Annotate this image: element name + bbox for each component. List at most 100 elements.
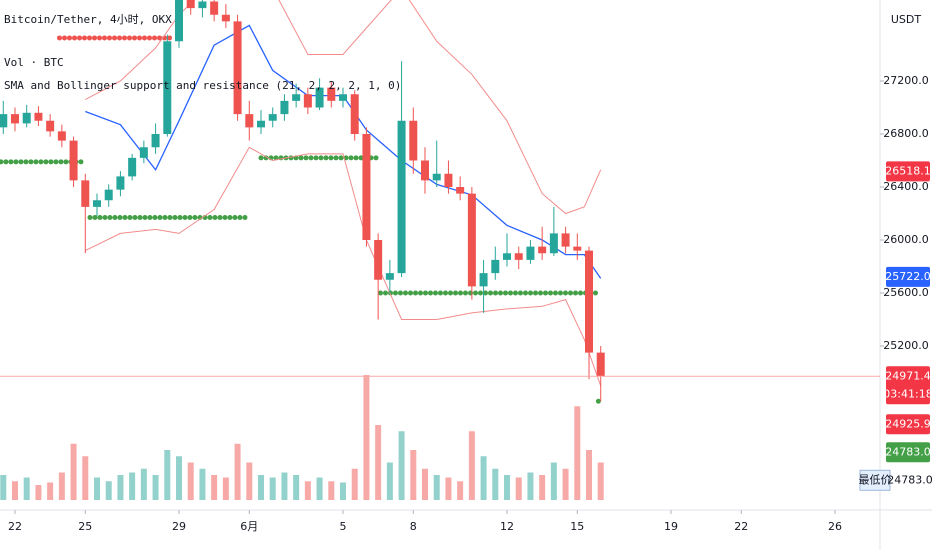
volume-bar [234,443,241,500]
volume-bar [457,481,464,500]
level-dot [63,159,69,165]
volume-bar [492,468,499,500]
level-dot [137,35,143,41]
volume-bar [246,462,253,500]
level-dot [258,155,264,161]
candle-body [479,273,488,287]
volume-bar [222,477,229,500]
volume-bar [562,468,569,500]
level-dot [187,214,193,220]
level-dot [222,214,228,220]
candle-body [186,0,195,9]
candle-body [0,114,8,128]
candle-body [257,120,266,128]
x-tick-label: 19 [664,520,678,533]
low-price-tag [859,469,891,491]
level-dot [592,290,598,296]
level-dot [167,35,173,41]
volume-bar [199,468,206,500]
level-dot [417,290,423,296]
level-dot [562,290,568,296]
candle-body [467,193,476,287]
indicator-line [85,146,602,386]
level-dot [227,214,233,220]
level-dot [452,290,458,296]
level-dot [397,290,403,296]
level-dot [87,214,93,220]
level-dot [308,155,314,161]
level-dot [217,214,223,220]
level-dot [137,214,143,220]
level-dot [577,290,583,296]
level-dot [48,159,54,165]
x-tick-label: 29 [172,520,186,533]
level-dot [338,155,344,161]
level-dot [142,35,148,41]
level-dot [33,159,39,165]
price-badge-label: 26518.1 [885,164,931,177]
level-dot [432,290,438,296]
level-dot [273,155,279,161]
level-dot [318,155,324,161]
volume-bar [82,456,89,500]
volume-bar [351,468,358,500]
volume-bar [504,475,511,500]
candle-body [503,253,512,260]
level-dot [392,290,398,296]
price-badge [886,266,930,287]
candle-body [327,87,336,101]
candle-body [163,41,172,134]
level-dot [162,214,168,220]
volume-bar [187,462,194,500]
level-dot [132,214,138,220]
candle-body [22,112,31,124]
y-tick-label: 25600.0 [883,286,929,299]
volume-bar [140,468,147,500]
candle-body [221,14,230,22]
level-dot [442,290,448,296]
level-dot [313,155,319,161]
volume-bar [550,462,557,500]
level-dot [547,290,553,296]
x-tick-label: 25 [78,520,92,533]
volume-bar [597,462,604,500]
volume-bar [129,472,136,500]
x-tick-label: 5 [340,520,347,533]
volume-bar [468,431,475,500]
volume-bar [47,482,54,500]
level-dot [427,290,433,296]
level-dot [407,290,413,296]
price-badge-label: 24925.9 [885,417,931,430]
candle-body [280,100,289,115]
candle-body [81,180,90,207]
level-dot [373,155,379,161]
level-dot [112,35,118,41]
volume-bar [0,475,7,500]
x-tick-label: 6月 [240,520,258,533]
volume-bar [328,481,335,500]
candle-body [10,114,19,124]
volume-bar [539,475,546,500]
last-price-label: 24971.4 [885,369,931,382]
level-dot [192,214,198,220]
volume-bar [175,456,182,500]
candle-body [397,120,406,274]
price-badge-label: 25722.0 [885,270,931,283]
volume-bar [35,485,42,500]
level-dot [507,290,513,296]
volume-bar [398,431,405,500]
level-dot [152,35,158,41]
volume-bar [105,481,112,500]
level-dot [0,159,4,165]
level-dot [92,214,98,220]
level-dot [3,159,9,165]
volume-bar [152,475,159,500]
x-tick-label: 22 [8,520,22,533]
level-dot [497,290,503,296]
volume-bar [527,472,534,500]
level-dot [72,35,78,41]
y-tick-label: 26800.0 [883,127,929,140]
level-dot [38,159,44,165]
candle-body [561,233,570,247]
level-dot [437,290,443,296]
